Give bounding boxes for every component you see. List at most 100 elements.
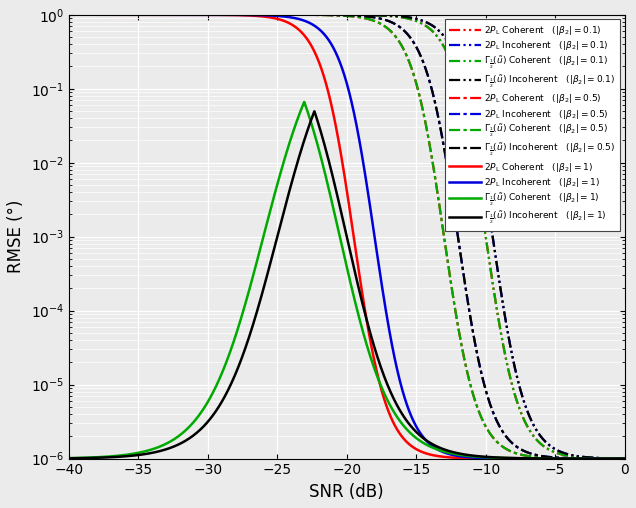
$\Gamma_\frac{1}{2}(\tilde{u})$ Incoherent   $(|\beta_2|=1)$ <box>604 456 612 462</box>
$2P_\mathrm{L}$ Incoherent   $(|\beta_2|=0.1)$ <box>576 454 584 460</box>
Line: $2P_\mathrm{L}$ Coherent   $(|\beta_2|=0.5)$: $2P_\mathrm{L}$ Coherent $(|\beta_2|=0.5… <box>69 15 625 459</box>
$2P_\mathrm{L}$ Coherent   $(|\beta_2|=1)$ <box>604 456 611 462</box>
$\Gamma_\frac{1}{2}(\tilde{u})$ Incoherent   $(|\beta_2|=1)$ <box>310 108 318 114</box>
$\Gamma_\frac{1}{2}(\tilde{u})$ Incoherent   $(|\beta_2|=1)$ <box>621 456 628 462</box>
$2P_\mathrm{L}$ Coherent   $(|\beta_2|=0.1)$ <box>604 455 611 461</box>
$2P_\mathrm{L}$ Coherent   $(|\beta_2|=1)$ <box>303 36 310 42</box>
$2P_\mathrm{L}$ Incoherent   $(|\beta_2|=0.1)$ <box>469 112 476 118</box>
Line: $\Gamma_\frac{1}{2}(\tilde{u})$ Coherent   $(|\beta_2|=0.5)$: $\Gamma_\frac{1}{2}(\tilde{u})$ Coherent… <box>69 15 625 459</box>
$\Gamma_\frac{1}{2}(\tilde{u})$ Incoherent   $(|\beta_2|=0.1)$ <box>303 12 310 18</box>
$\Gamma_\frac{1}{2}(\tilde{u})$ Incoherent   $(|\beta_2|=1)$ <box>65 455 73 461</box>
$\Gamma_\frac{1}{2}(\tilde{u})$ Coherent   $(|\beta_2|=0.1)$ <box>65 12 73 18</box>
$2P_\mathrm{L}$ Incoherent   $(|\beta_2|=0.5)$ <box>621 456 628 462</box>
X-axis label: SNR (dB): SNR (dB) <box>310 483 384 501</box>
$2P_\mathrm{L}$ Incoherent   $(|\beta_2|=1)$ <box>298 17 306 23</box>
$2P_\mathrm{L}$ Incoherent   $(|\beta_2|=1)$ <box>621 456 628 462</box>
$\Gamma_\frac{1}{2}(\tilde{u})$ Incoherent   $(|\beta_2|=0.1)$ <box>298 12 306 18</box>
$2P_\mathrm{L}$ Coherent   $(|\beta_2|=0.1)$ <box>576 454 584 460</box>
$\Gamma_\frac{1}{2}(\tilde{u})$ Coherent   $(|\beta_2|=1)$ <box>65 455 73 461</box>
$\Gamma_\frac{1}{2}(\tilde{u})$ Incoherent   $(|\beta_2|=0.5)$ <box>604 456 611 462</box>
$2P_\mathrm{L}$ Incoherent   $(|\beta_2|=0.1)$ <box>65 12 73 18</box>
$\Gamma_\frac{1}{2}(\tilde{u})$ Coherent   $(|\beta_2|=0.5)$ <box>469 390 476 396</box>
$2P_\mathrm{L}$ Incoherent   $(|\beta_2|=0.5)$ <box>604 456 611 462</box>
$\Gamma_\frac{1}{2}(\tilde{u})$ Coherent   $(|\beta_2|=1)$ <box>298 103 306 109</box>
$2P_\mathrm{L}$ Incoherent   $(|\beta_2|=0.5)$ <box>298 12 306 18</box>
$2P_\mathrm{L}$ Incoherent   $(|\beta_2|=1)$ <box>329 44 336 50</box>
$2P_\mathrm{L}$ Incoherent   $(|\beta_2|=0.1)$ <box>604 455 611 461</box>
$\Gamma_\frac{1}{2}(\tilde{u})$ Incoherent   $(|\beta_2|=0.5)$ <box>576 455 584 461</box>
$\Gamma_\frac{1}{2}(\tilde{u})$ Coherent   $(|\beta_2|=0.5)$ <box>298 12 306 18</box>
$\Gamma_\frac{1}{2}(\tilde{u})$ Coherent   $(|\beta_2|=0.5)$ <box>303 12 310 18</box>
$2P_\mathrm{L}$ Coherent   $(|\beta_2|=1)$ <box>298 30 306 36</box>
Line: $\Gamma_\frac{1}{2}(\tilde{u})$ Coherent   $(|\beta_2|=1)$: $\Gamma_\frac{1}{2}(\tilde{u})$ Coherent… <box>69 102 625 459</box>
$\Gamma_\frac{1}{2}(\tilde{u})$ Coherent   $(|\beta_2|=0.5)$ <box>329 12 336 18</box>
$2P_\mathrm{L}$ Incoherent   $(|\beta_2|=0.5)$ <box>329 12 336 18</box>
$2P_\mathrm{L}$ Coherent   $(|\beta_2|=0.1)$ <box>298 12 306 18</box>
$\Gamma_\frac{1}{2}(\tilde{u})$ Coherent   $(|\beta_2|=0.1)$ <box>604 455 611 461</box>
$\Gamma_\frac{1}{2}(\tilde{u})$ Incoherent   $(|\beta_2|=0.5)$ <box>303 12 310 18</box>
$\Gamma_\frac{1}{2}(\tilde{u})$ Coherent   $(|\beta_2|=0.1)$ <box>298 12 306 18</box>
$\Gamma_\frac{1}{2}(\tilde{u})$ Incoherent   $(|\beta_2|=0.1)$ <box>604 455 611 461</box>
$\Gamma_\frac{1}{2}(\tilde{u})$ Coherent   $(|\beta_2|=1)$ <box>469 453 476 459</box>
$\Gamma_\frac{1}{2}(\tilde{u})$ Coherent   $(|\beta_2|=1)$ <box>621 456 628 462</box>
$\Gamma_\frac{1}{2}(\tilde{u})$ Coherent   $(|\beta_2|=1)$ <box>303 107 311 113</box>
Line: $\Gamma_\frac{1}{2}(\tilde{u})$ Coherent   $(|\beta_2|=0.1)$: $\Gamma_\frac{1}{2}(\tilde{u})$ Coherent… <box>69 15 625 459</box>
$\Gamma_\frac{1}{2}(\tilde{u})$ Incoherent   $(|\beta_2|=1)$ <box>298 143 306 149</box>
$2P_\mathrm{L}$ Coherent   $(|\beta_2|=0.5)$ <box>65 12 73 18</box>
$\Gamma_\frac{1}{2}(\tilde{u})$ Incoherent   $(|\beta_2|=0.5)$ <box>65 12 73 18</box>
$\Gamma_\frac{1}{2}(\tilde{u})$ Coherent   $(|\beta_2|=0.5)$ <box>621 456 628 462</box>
$2P_\mathrm{L}$ Incoherent   $(|\beta_2|=0.1)$ <box>621 456 628 462</box>
$2P_\mathrm{L}$ Coherent   $(|\beta_2|=0.5)$ <box>469 390 476 396</box>
$\Gamma_\frac{1}{2}(\tilde{u})$ Coherent   $(|\beta_2|=0.5)$ <box>65 12 73 18</box>
$2P_\mathrm{L}$ Coherent   $(|\beta_2|=0.5)$ <box>621 456 628 462</box>
$2P_\mathrm{L}$ Incoherent   $(|\beta_2|=0.1)$ <box>329 12 336 18</box>
$2P_\mathrm{L}$ Coherent   $(|\beta_2|=0.5)$ <box>576 456 584 462</box>
$2P_\mathrm{L}$ Incoherent   $(|\beta_2|=1)$ <box>469 455 476 461</box>
$2P_\mathrm{L}$ Coherent   $(|\beta_2|=1)$ <box>65 12 73 18</box>
$2P_\mathrm{L}$ Coherent   $(|\beta_2|=0.1)$ <box>329 12 336 18</box>
$2P_\mathrm{L}$ Incoherent   $(|\beta_2|=1)$ <box>604 456 611 462</box>
Line: $\Gamma_\frac{1}{2}(\tilde{u})$ Incoherent   $(|\beta_2|=0.1)$: $\Gamma_\frac{1}{2}(\tilde{u})$ Incohere… <box>69 15 625 459</box>
$\Gamma_\frac{1}{2}(\tilde{u})$ Incoherent   $(|\beta_2|=0.5)$ <box>469 327 476 333</box>
$\Gamma_\frac{1}{2}(\tilde{u})$ Incoherent   $(|\beta_2|=1)$ <box>469 453 476 459</box>
$2P_\mathrm{L}$ Incoherent   $(|\beta_2|=0.5)$ <box>576 455 584 461</box>
$2P_\mathrm{L}$ Incoherent   $(|\beta_2|=1)$ <box>303 19 310 25</box>
$2P_\mathrm{L}$ Coherent   $(|\beta_2|=1)$ <box>329 109 336 115</box>
$\Gamma_\frac{1}{2}(\tilde{u})$ Incoherent   $(|\beta_2|=1)$ <box>576 456 584 462</box>
$2P_\mathrm{L}$ Coherent   $(|\beta_2|=0.5)$ <box>329 12 336 18</box>
$\Gamma_\frac{1}{2}(\tilde{u})$ Incoherent   $(|\beta_2|=0.5)$ <box>298 12 306 18</box>
$\Gamma_\frac{1}{2}(\tilde{u})$ Coherent   $(|\beta_2|=0.5)$ <box>604 456 611 462</box>
$\Gamma_\frac{1}{2}(\tilde{u})$ Coherent   $(|\beta_2|=0.1)$ <box>576 454 584 460</box>
$2P_\mathrm{L}$ Incoherent   $(|\beta_2|=0.5)$ <box>303 12 310 18</box>
$2P_\mathrm{L}$ Incoherent   $(|\beta_2|=1)$ <box>576 456 584 462</box>
$2P_\mathrm{L}$ Incoherent   $(|\beta_2|=0.5)$ <box>469 327 476 333</box>
$\Gamma_\frac{1}{2}(\tilde{u})$ Coherent   $(|\beta_2|=0.1)$ <box>469 149 476 155</box>
$\Gamma_\frac{1}{2}(\tilde{u})$ Incoherent   $(|\beta_2|=0.5)$ <box>329 12 336 18</box>
Line: $2P_\mathrm{L}$ Incoherent   $(|\beta_2|=0.1)$: $2P_\mathrm{L}$ Incoherent $(|\beta_2|=0… <box>69 15 625 459</box>
$\Gamma_\frac{1}{2}(\tilde{u})$ Coherent   $(|\beta_2|=0.1)$ <box>621 456 628 462</box>
$2P_\mathrm{L}$ Coherent   $(|\beta_2|=1)$ <box>621 456 628 462</box>
$2P_\mathrm{L}$ Coherent   $(|\beta_2|=0.1)$ <box>621 456 628 462</box>
$2P_\mathrm{L}$ Coherent   $(|\beta_2|=0.1)$ <box>469 149 476 155</box>
$\Gamma_\frac{1}{2}(\tilde{u})$ Coherent   $(|\beta_2|=0.1)$ <box>303 12 310 18</box>
$\Gamma_\frac{1}{2}(\tilde{u})$ Coherent   $(|\beta_2|=0.1)$ <box>329 12 336 18</box>
$2P_\mathrm{L}$ Incoherent   $(|\beta_2|=1)$ <box>65 12 73 18</box>
Line: $2P_\mathrm{L}$ Coherent   $(|\beta_2|=1)$: $2P_\mathrm{L}$ Coherent $(|\beta_2|=1)$ <box>69 15 625 459</box>
$\Gamma_\frac{1}{2}(\tilde{u})$ Coherent   $(|\beta_2|=0.5)$ <box>576 456 584 462</box>
$\Gamma_\frac{1}{2}(\tilde{u})$ Incoherent   $(|\beta_2|=0.1)$ <box>65 12 73 18</box>
Line: $\Gamma_\frac{1}{2}(\tilde{u})$ Incoherent   $(|\beta_2|=0.5)$: $\Gamma_\frac{1}{2}(\tilde{u})$ Incohere… <box>69 15 625 459</box>
Line: $2P_\mathrm{L}$ Coherent   $(|\beta_2|=0.1)$: $2P_\mathrm{L}$ Coherent $(|\beta_2|=0.1… <box>69 15 625 459</box>
Line: $2P_\mathrm{L}$ Incoherent   $(|\beta_2|=1)$: $2P_\mathrm{L}$ Incoherent $(|\beta_2|=1… <box>69 15 625 459</box>
$2P_\mathrm{L}$ Coherent   $(|\beta_2|=0.5)$ <box>298 12 306 18</box>
Legend: $2P_\mathrm{L}$ Coherent   $(|\beta_2|=0.1)$, $2P_\mathrm{L}$ Incoherent   $(|\b: $2P_\mathrm{L}$ Coherent $(|\beta_2|=0.1… <box>445 19 620 231</box>
$2P_\mathrm{L}$ Coherent   $(|\beta_2|=0.1)$ <box>65 12 73 18</box>
$\Gamma_\frac{1}{2}(\tilde{u})$ Incoherent   $(|\beta_2|=0.1)$ <box>621 456 628 462</box>
$\Gamma_\frac{1}{2}(\tilde{u})$ Incoherent   $(|\beta_2|=0.1)$ <box>469 112 476 118</box>
$2P_\mathrm{L}$ Coherent   $(|\beta_2|=0.5)$ <box>604 456 611 462</box>
$\Gamma_\frac{1}{2}(\tilde{u})$ Coherent   $(|\beta_2|=1)$ <box>300 99 308 105</box>
$\Gamma_\frac{1}{2}(\tilde{u})$ Coherent   $(|\beta_2|=1)$ <box>576 456 584 462</box>
Line: $2P_\mathrm{L}$ Incoherent   $(|\beta_2|=0.5)$: $2P_\mathrm{L}$ Incoherent $(|\beta_2|=0… <box>69 15 625 459</box>
$\Gamma_\frac{1}{2}(\tilde{u})$ Incoherent   $(|\beta_2|=0.5)$ <box>621 456 628 462</box>
$2P_\mathrm{L}$ Incoherent   $(|\beta_2|=0.1)$ <box>303 12 310 18</box>
$\Gamma_\frac{1}{2}(\tilde{u})$ Coherent   $(|\beta_2|=1)$ <box>329 204 337 210</box>
